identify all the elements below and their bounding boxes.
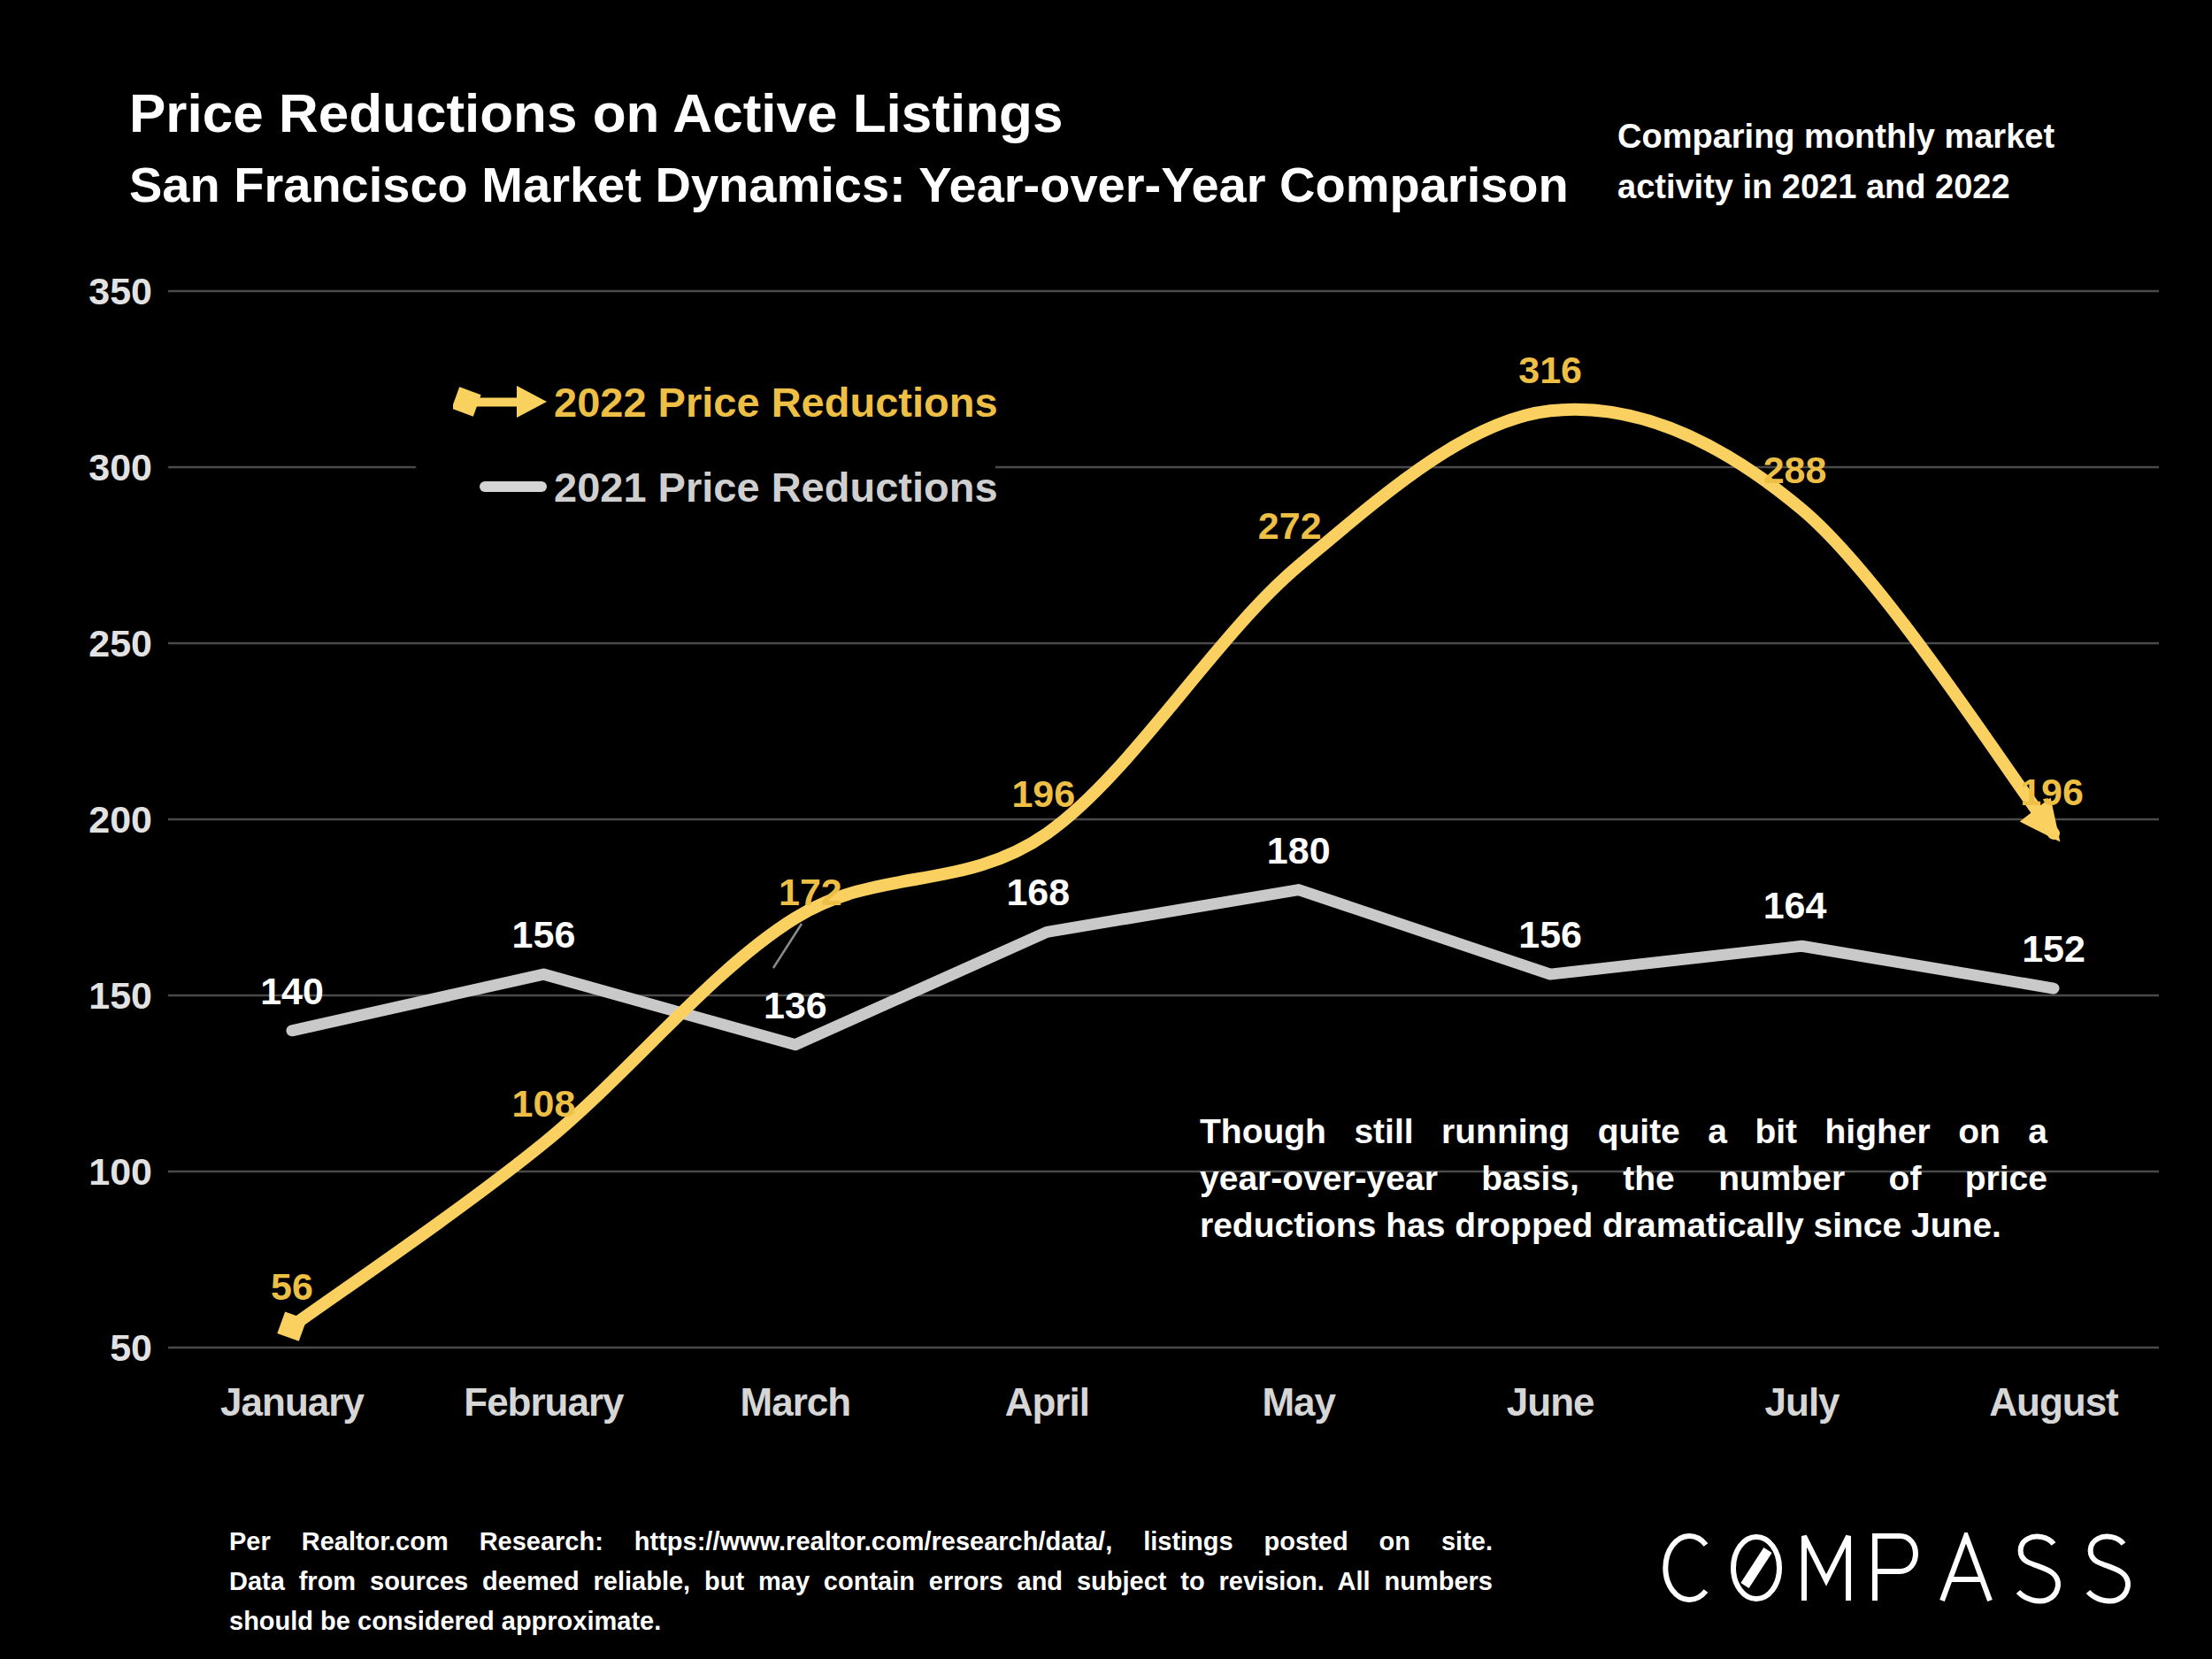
data-label-2022-july: 288 — [1763, 449, 1827, 491]
data-label-2021-april: 168 — [1006, 871, 1070, 913]
letter-a — [1942, 1536, 1990, 1601]
x-tick-label-january: January — [220, 1380, 365, 1424]
letter-s — [2088, 1537, 2128, 1601]
letter-m — [1804, 1536, 1848, 1601]
page-title: Price Reductions on Active Listings — [129, 81, 1063, 144]
legend-item-2021: 2021 Price Reductions — [416, 444, 995, 529]
data-label-2022-august: 196 — [2020, 771, 2084, 813]
compass-logo — [1662, 1532, 2132, 1607]
annotation-text: Though still running quite a bit higher … — [1200, 1108, 2047, 1248]
source-disclaimer-text: Per Realtor.com Research: https://www.re… — [229, 1522, 1493, 1641]
data-label-2022-march: 172 — [779, 871, 842, 913]
x-tick-label-july: July — [1765, 1380, 1841, 1424]
legend-label-2021: 2021 Price Reductions — [554, 463, 998, 511]
compass-logo-letters — [1662, 1532, 2132, 1607]
line-chart: 350 300 250 200 150 100 50 January February March… — [0, 0, 2212, 1659]
header-note-line: activity in 2021 and 2022 — [1617, 162, 2078, 212]
data-label-2021-february: 156 — [512, 913, 576, 956]
data-label-2022-february: 108 — [512, 1082, 576, 1125]
page-subtitle: San Francisco Market Dynamics: Year-over… — [129, 156, 1569, 213]
y-tick-label: 150 — [88, 974, 152, 1017]
data-label-2022-january: 56 — [271, 1265, 313, 1308]
data-label-2021-january: 140 — [260, 970, 324, 1012]
x-tick-label-february: February — [464, 1380, 625, 1424]
slide: 350 300 250 200 150 100 50 January February March… — [0, 0, 2212, 1659]
header-note: Comparing monthly market activity in 202… — [1617, 111, 2078, 212]
x-tick-label-april: April — [1005, 1380, 1089, 1424]
legend-label-2022: 2022 Price Reductions — [554, 378, 998, 426]
y-tick-label: 50 — [110, 1326, 152, 1369]
y-tick-label: 250 — [88, 622, 152, 664]
data-label-2021-july: 164 — [1763, 884, 1827, 926]
letter-c — [1665, 1536, 1706, 1600]
letter-o-slash — [1733, 1537, 1779, 1599]
annotation-line: Though still running quite a bit higher … — [1200, 1108, 2047, 1155]
letter-p — [1875, 1536, 1916, 1601]
data-label-2022-april: 196 — [1011, 772, 1075, 815]
data-label-2021-may: 180 — [1267, 829, 1331, 872]
y-tick-label: 350 — [88, 270, 152, 312]
footer-line: should be considered approximate. — [229, 1601, 1493, 1641]
chart-legend: 2022 Price Reductions 2021 Price Reducti… — [416, 359, 995, 529]
y-tick-label: 200 — [88, 798, 152, 841]
y-tick-label: 100 — [88, 1150, 152, 1193]
diamond-arrow-marker-icon — [416, 382, 549, 421]
data-label-2021-august: 152 — [2022, 927, 2085, 970]
letter-s — [2018, 1537, 2058, 1601]
x-tick-label-august: August — [1989, 1380, 2119, 1424]
data-label-2022-june: 316 — [1518, 349, 1582, 391]
x-tick-label-may: May — [1262, 1380, 1336, 1424]
line-marker-icon — [416, 467, 549, 506]
footer-line: Per Realtor.com Research: https://www.re… — [229, 1522, 1493, 1562]
x-tick-label-june: June — [1507, 1380, 1594, 1424]
annotation-line: reductions has dropped dramatically sinc… — [1200, 1202, 2047, 1248]
data-label-2021-june: 156 — [1518, 913, 1582, 956]
data-label-2021-march: 136 — [764, 984, 827, 1026]
data-label-2022-may: 272 — [1258, 504, 1322, 547]
header-note-line: Comparing monthly market — [1617, 111, 2078, 162]
legend-item-2022: 2022 Price Reductions — [416, 359, 995, 444]
x-tick-label-march: March — [741, 1380, 851, 1424]
annotation-line: year-over-year basis, the number of pric… — [1200, 1155, 2047, 1202]
y-tick-label: 300 — [88, 446, 152, 488]
footer-line: Data from sources deemed reliable, but m… — [229, 1562, 1493, 1601]
